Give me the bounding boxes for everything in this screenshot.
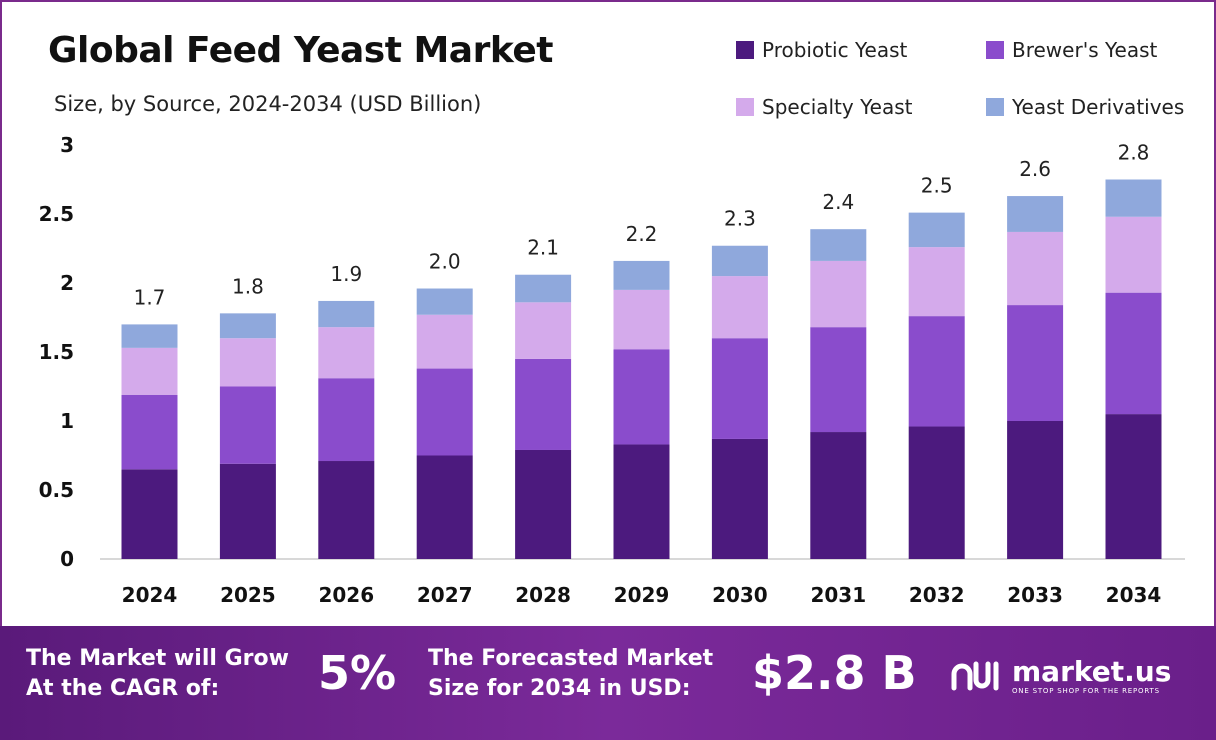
bar-segment-probiotic-yeast-2024	[121, 469, 178, 559]
legend-item-brewers-yeast: Brewer's Yeast	[986, 38, 1157, 62]
bar-total-label: 1.7	[134, 285, 166, 309]
cagr-label: The Market will Grow At the CAGR of:	[26, 646, 289, 701]
bar-total-label: 2.1	[527, 236, 559, 260]
market-us-logo: market.us ONE STOP SHOP FOR THE REPORTS	[950, 646, 1180, 706]
bar-segment-probiotic-yeast-2030	[711, 438, 768, 559]
bar-segment-brewer-s-yeast-2030	[711, 338, 768, 439]
bar-segment-probiotic-yeast-2029	[613, 444, 670, 559]
bar-total-label: 2.6	[1019, 157, 1051, 181]
x-tick-label: 2029	[614, 583, 670, 607]
bar-segment-probiotic-yeast-2034	[1105, 414, 1162, 559]
chart-subtitle: Size, by Source, 2024-2034 (USD Billion)	[54, 92, 482, 116]
bar-total-label: 2.4	[822, 190, 854, 214]
logo-name: market.us	[1012, 655, 1172, 688]
bar-total-label: 2.0	[429, 250, 461, 274]
bar-segment-yeast-derivatives-2025	[219, 313, 276, 339]
legend-label-probiotic-yeast: Probiotic Yeast	[762, 38, 908, 62]
bar-segment-specialty-yeast-2030	[711, 276, 768, 339]
bar-total-label: 2.3	[724, 207, 756, 231]
bar-segment-brewer-s-yeast-2026	[318, 378, 375, 462]
bar-segment-yeast-derivatives-2031	[810, 229, 867, 261]
legend-swatch-specialty-yeast	[736, 98, 754, 116]
bar-segment-yeast-derivatives-2029	[613, 260, 670, 290]
bar-segment-yeast-derivatives-2032	[908, 212, 965, 248]
bar-segment-probiotic-yeast-2033	[1007, 421, 1064, 559]
bar-segment-specialty-yeast-2032	[908, 247, 965, 317]
footer-banner	[0, 626, 1216, 740]
y-tick-label: 0.5	[39, 478, 74, 502]
bar-segment-brewer-s-yeast-2027	[416, 368, 473, 456]
bar-total-label: 2.5	[921, 174, 953, 198]
bar-segment-brewer-s-yeast-2024	[121, 394, 178, 470]
x-tick-label: 2025	[220, 583, 276, 607]
bar-segment-probiotic-yeast-2027	[416, 455, 473, 559]
bar-segment-yeast-derivatives-2034	[1105, 179, 1162, 217]
bar-total-label: 2.2	[626, 222, 658, 246]
x-tick-label: 2026	[318, 583, 374, 607]
bar-segment-brewer-s-yeast-2033	[1007, 305, 1064, 421]
bar-segment-probiotic-yeast-2031	[810, 432, 867, 559]
bar-segment-brewer-s-yeast-2034	[1105, 292, 1162, 415]
x-tick-label: 2030	[712, 583, 768, 607]
bar-segment-probiotic-yeast-2026	[318, 461, 375, 559]
legend-item-yeast-derivatives: Yeast Derivatives	[986, 95, 1184, 119]
bar-segment-yeast-derivatives-2024	[121, 324, 178, 348]
bar-segment-brewer-s-yeast-2032	[908, 316, 965, 427]
legend-swatch-yeast-derivatives	[986, 98, 1004, 116]
bar-segment-probiotic-yeast-2032	[908, 426, 965, 559]
bar-segment-specialty-yeast-2029	[613, 289, 670, 350]
forecast-label: The Forecasted Market Size for 2034 in U…	[428, 646, 714, 701]
x-tick-label: 2024	[122, 583, 178, 607]
stacked-bar-chart: 0 0.5 1 1.5 2 2.5 3 1.7 2024 1.8 2025 1.9 2026 2.0 202…	[39, 133, 1185, 607]
y-tick-label: 3	[60, 133, 74, 157]
x-tick-label: 2027	[417, 583, 473, 607]
bar-segment-brewer-s-yeast-2029	[613, 349, 670, 445]
bar-segment-specialty-yeast-2031	[810, 260, 867, 328]
legend-item-probiotic-yeast: Probiotic Yeast	[736, 38, 907, 62]
bar-segment-specialty-yeast-2027	[416, 314, 473, 369]
legend-label-brewers-yeast: Brewer's Yeast	[1012, 38, 1158, 62]
x-tick-label: 2032	[909, 583, 965, 607]
cagr-value: 5%	[318, 646, 397, 700]
legend-label-yeast-derivatives: Yeast Derivatives	[1012, 95, 1185, 119]
y-tick-label: 0	[60, 547, 74, 571]
bar-segment-probiotic-yeast-2028	[515, 449, 572, 559]
bar-segment-specialty-yeast-2033	[1007, 231, 1064, 306]
legend-item-specialty-yeast: Specialty Yeast	[736, 95, 912, 119]
x-tick-label: 2033	[1007, 583, 1063, 607]
x-tick-label: 2034	[1106, 583, 1162, 607]
y-tick-label: 1.5	[39, 340, 74, 364]
bar-segment-yeast-derivatives-2026	[318, 300, 375, 328]
bar-total-label: 2.8	[1118, 141, 1150, 165]
bar-segment-brewer-s-yeast-2028	[515, 358, 572, 450]
forecast-value: $2.8 B	[752, 646, 917, 700]
bar-segment-specialty-yeast-2024	[121, 347, 178, 395]
bar-segment-specialty-yeast-2034	[1105, 216, 1162, 293]
legend-label-specialty-yeast: Specialty Yeast	[762, 95, 913, 119]
legend-swatch-brewers-yeast	[986, 41, 1004, 59]
logo-tagline: ONE STOP SHOP FOR THE REPORTS	[1012, 687, 1160, 695]
bar-segment-specialty-yeast-2026	[318, 327, 375, 379]
bar-segment-brewer-s-yeast-2031	[810, 327, 867, 433]
bar-segment-yeast-derivatives-2030	[711, 245, 768, 277]
market-us-logo-icon	[951, 661, 999, 691]
legend-swatch-probiotic-yeast	[736, 41, 754, 59]
bar-total-label: 1.9	[330, 262, 362, 286]
bar-segment-specialty-yeast-2028	[515, 302, 572, 359]
bar-segment-yeast-derivatives-2028	[515, 274, 572, 303]
chart-title: Global Feed Yeast Market	[48, 30, 553, 71]
x-tick-label: 2028	[515, 583, 571, 607]
y-tick-label: 2.5	[39, 202, 74, 226]
y-tick-label: 2	[60, 271, 74, 295]
bar-segment-specialty-yeast-2025	[219, 338, 276, 387]
bar-segment-yeast-derivatives-2027	[416, 288, 473, 315]
bar-total-label: 1.8	[232, 274, 264, 298]
y-tick-label: 1	[60, 409, 74, 433]
bar-segment-brewer-s-yeast-2025	[219, 386, 276, 464]
x-tick-label: 2031	[810, 583, 866, 607]
bar-segment-probiotic-yeast-2025	[219, 463, 276, 559]
bar-segment-yeast-derivatives-2033	[1007, 196, 1064, 232]
